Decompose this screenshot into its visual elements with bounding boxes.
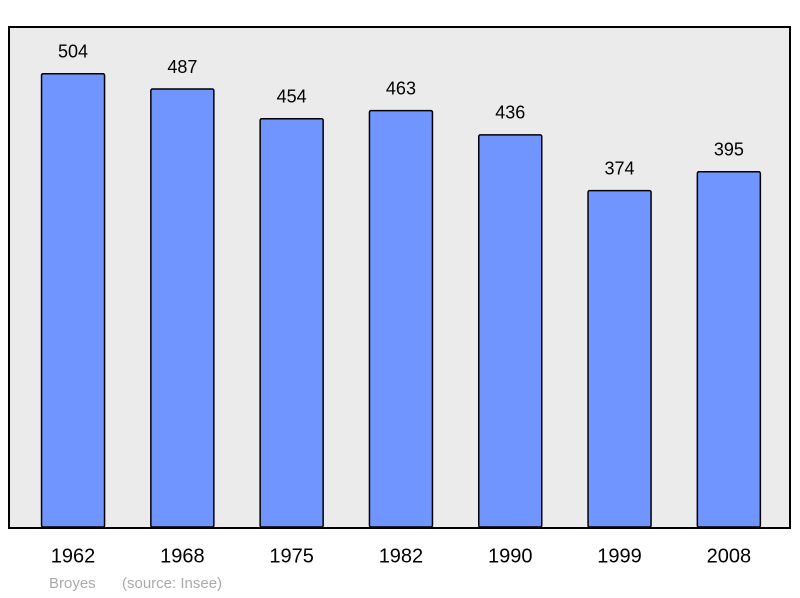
- bar: [478, 134, 543, 528]
- x-tick-label: 1975: [269, 545, 314, 567]
- x-tick-label: 1982: [379, 545, 424, 567]
- value-label: 395: [714, 140, 744, 160]
- bar: [368, 109, 434, 528]
- value-label: 454: [277, 86, 307, 106]
- place-caption: Broyes: [49, 575, 96, 592]
- bar: [40, 73, 106, 528]
- source-caption: (source: Insee): [122, 575, 222, 592]
- value-label: 436: [495, 103, 525, 123]
- x-tick-label: 2008: [707, 545, 752, 567]
- bar: [696, 171, 762, 528]
- x-tick-label: 1962: [51, 545, 96, 567]
- bar: [587, 189, 652, 528]
- bar: [259, 117, 324, 528]
- value-label: 463: [386, 78, 416, 98]
- x-tick-label: 1999: [597, 545, 642, 567]
- value-label: 504: [58, 42, 88, 62]
- value-label: 487: [167, 57, 197, 77]
- value-label: 374: [605, 158, 635, 178]
- x-tick-label: 1968: [160, 545, 205, 567]
- x-tick-label: 1990: [488, 545, 533, 567]
- bar: [150, 88, 215, 528]
